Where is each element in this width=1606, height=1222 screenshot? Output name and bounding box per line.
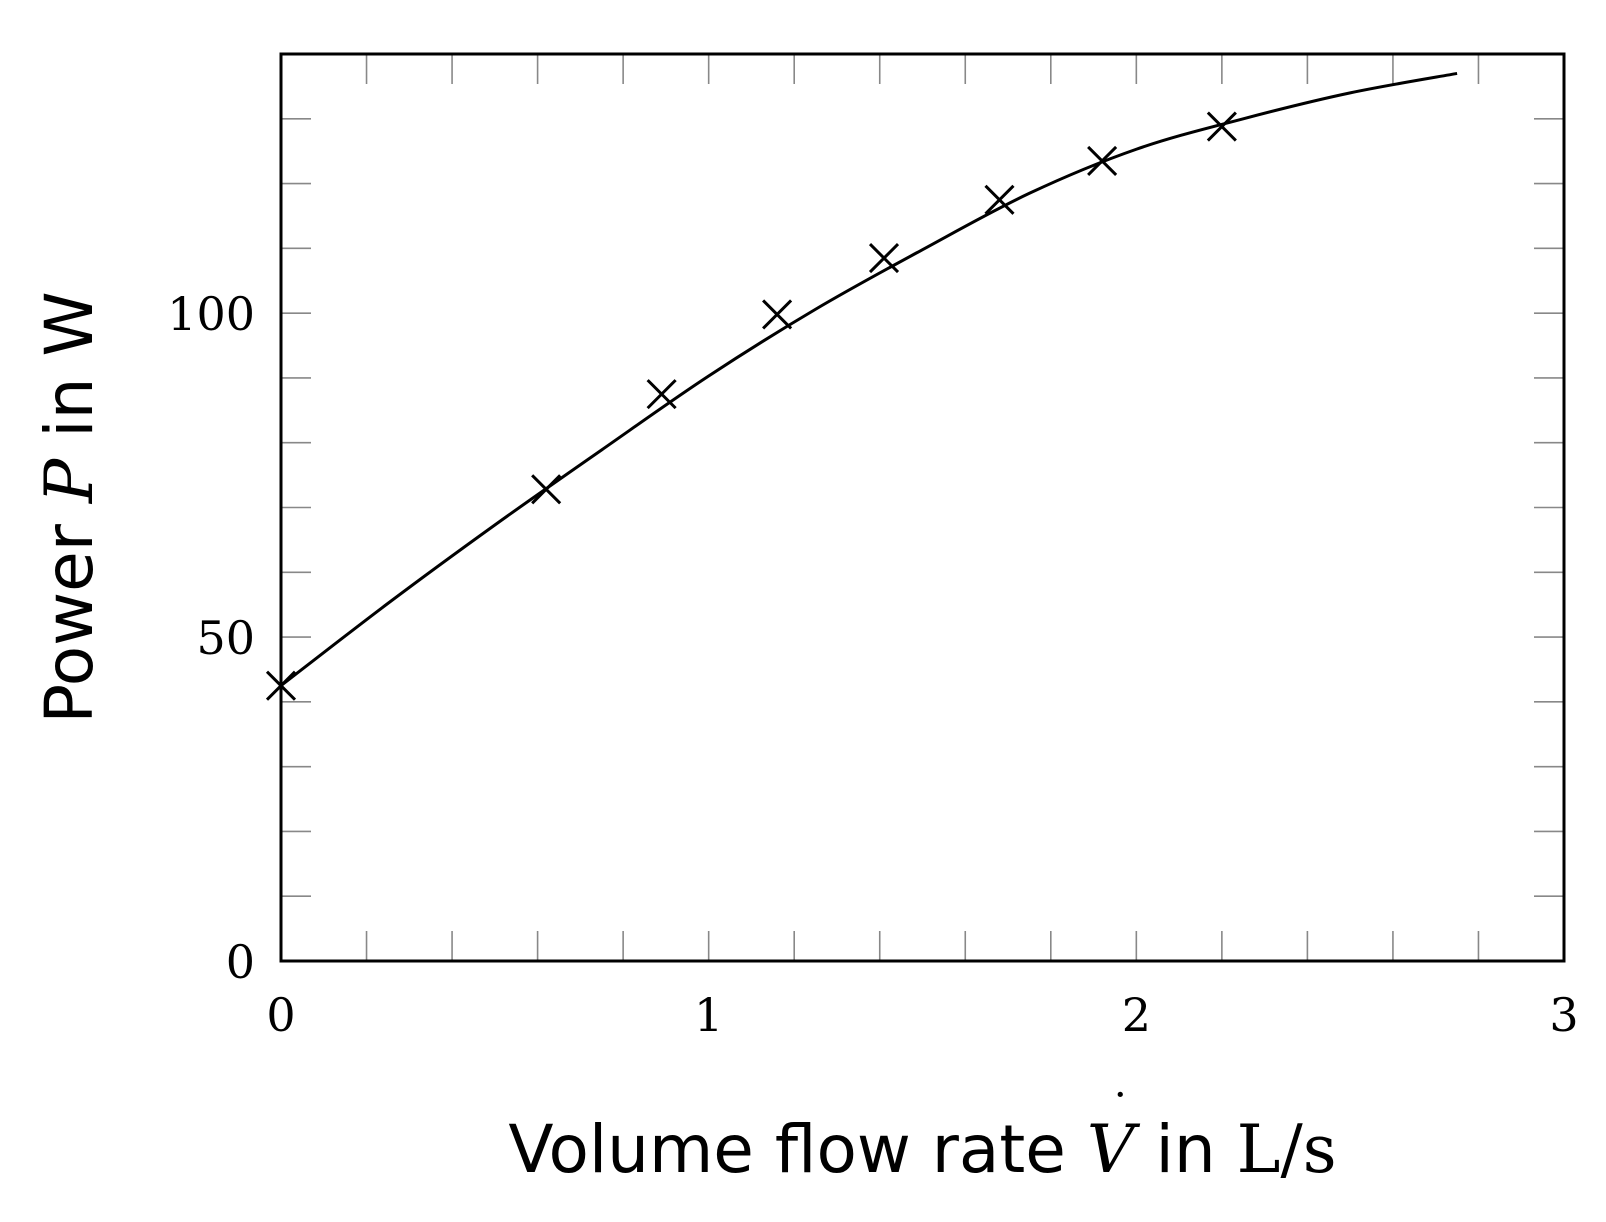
x-tick-label: 2 (1122, 988, 1151, 1042)
x-axis-unit: L/s (1237, 1111, 1337, 1188)
x-tick-label: 0 (266, 988, 295, 1042)
data-markers (265, 111, 1237, 701)
x-tick-labels: 0 1 2 3 (266, 988, 1578, 1042)
data-point-marker (531, 474, 562, 505)
x-axis-symbol: V (1087, 1111, 1141, 1188)
y-tick-labels: 0 50 100 (167, 287, 255, 989)
plot-frame (279, 52, 1566, 963)
data-point-marker (762, 299, 793, 330)
x-axis-symbol-dot: ˙ (1109, 1084, 1132, 1138)
data-point-marker (1206, 111, 1237, 142)
y-axis-title-suffix: in W (31, 291, 108, 458)
x-axis-title-prefix: Volume flow rate (508, 1111, 1086, 1188)
x-axis-title: Volume flow rate V in L/s (508, 1111, 1336, 1188)
x-axis-title-suffix: in (1135, 1111, 1237, 1188)
fit-curve-line (280, 71, 1458, 687)
data-point-marker (868, 243, 900, 274)
data-point-marker (984, 184, 1015, 215)
y-axis-symbol: P (31, 457, 108, 504)
x-tick-label: 1 (694, 988, 723, 1042)
y-axis-title: Power P in W (31, 291, 108, 723)
data-point-marker (646, 379, 677, 410)
data-point-marker (1087, 145, 1118, 176)
y-tick-label: 0 (226, 935, 255, 989)
y-tick-label: 100 (167, 287, 255, 341)
y-axis-title-prefix: Power (31, 503, 108, 724)
data-point-marker (265, 670, 297, 701)
y-tick-label: 50 (196, 611, 255, 665)
tick-marks (281, 54, 1564, 961)
x-tick-label: 3 (1549, 988, 1578, 1042)
